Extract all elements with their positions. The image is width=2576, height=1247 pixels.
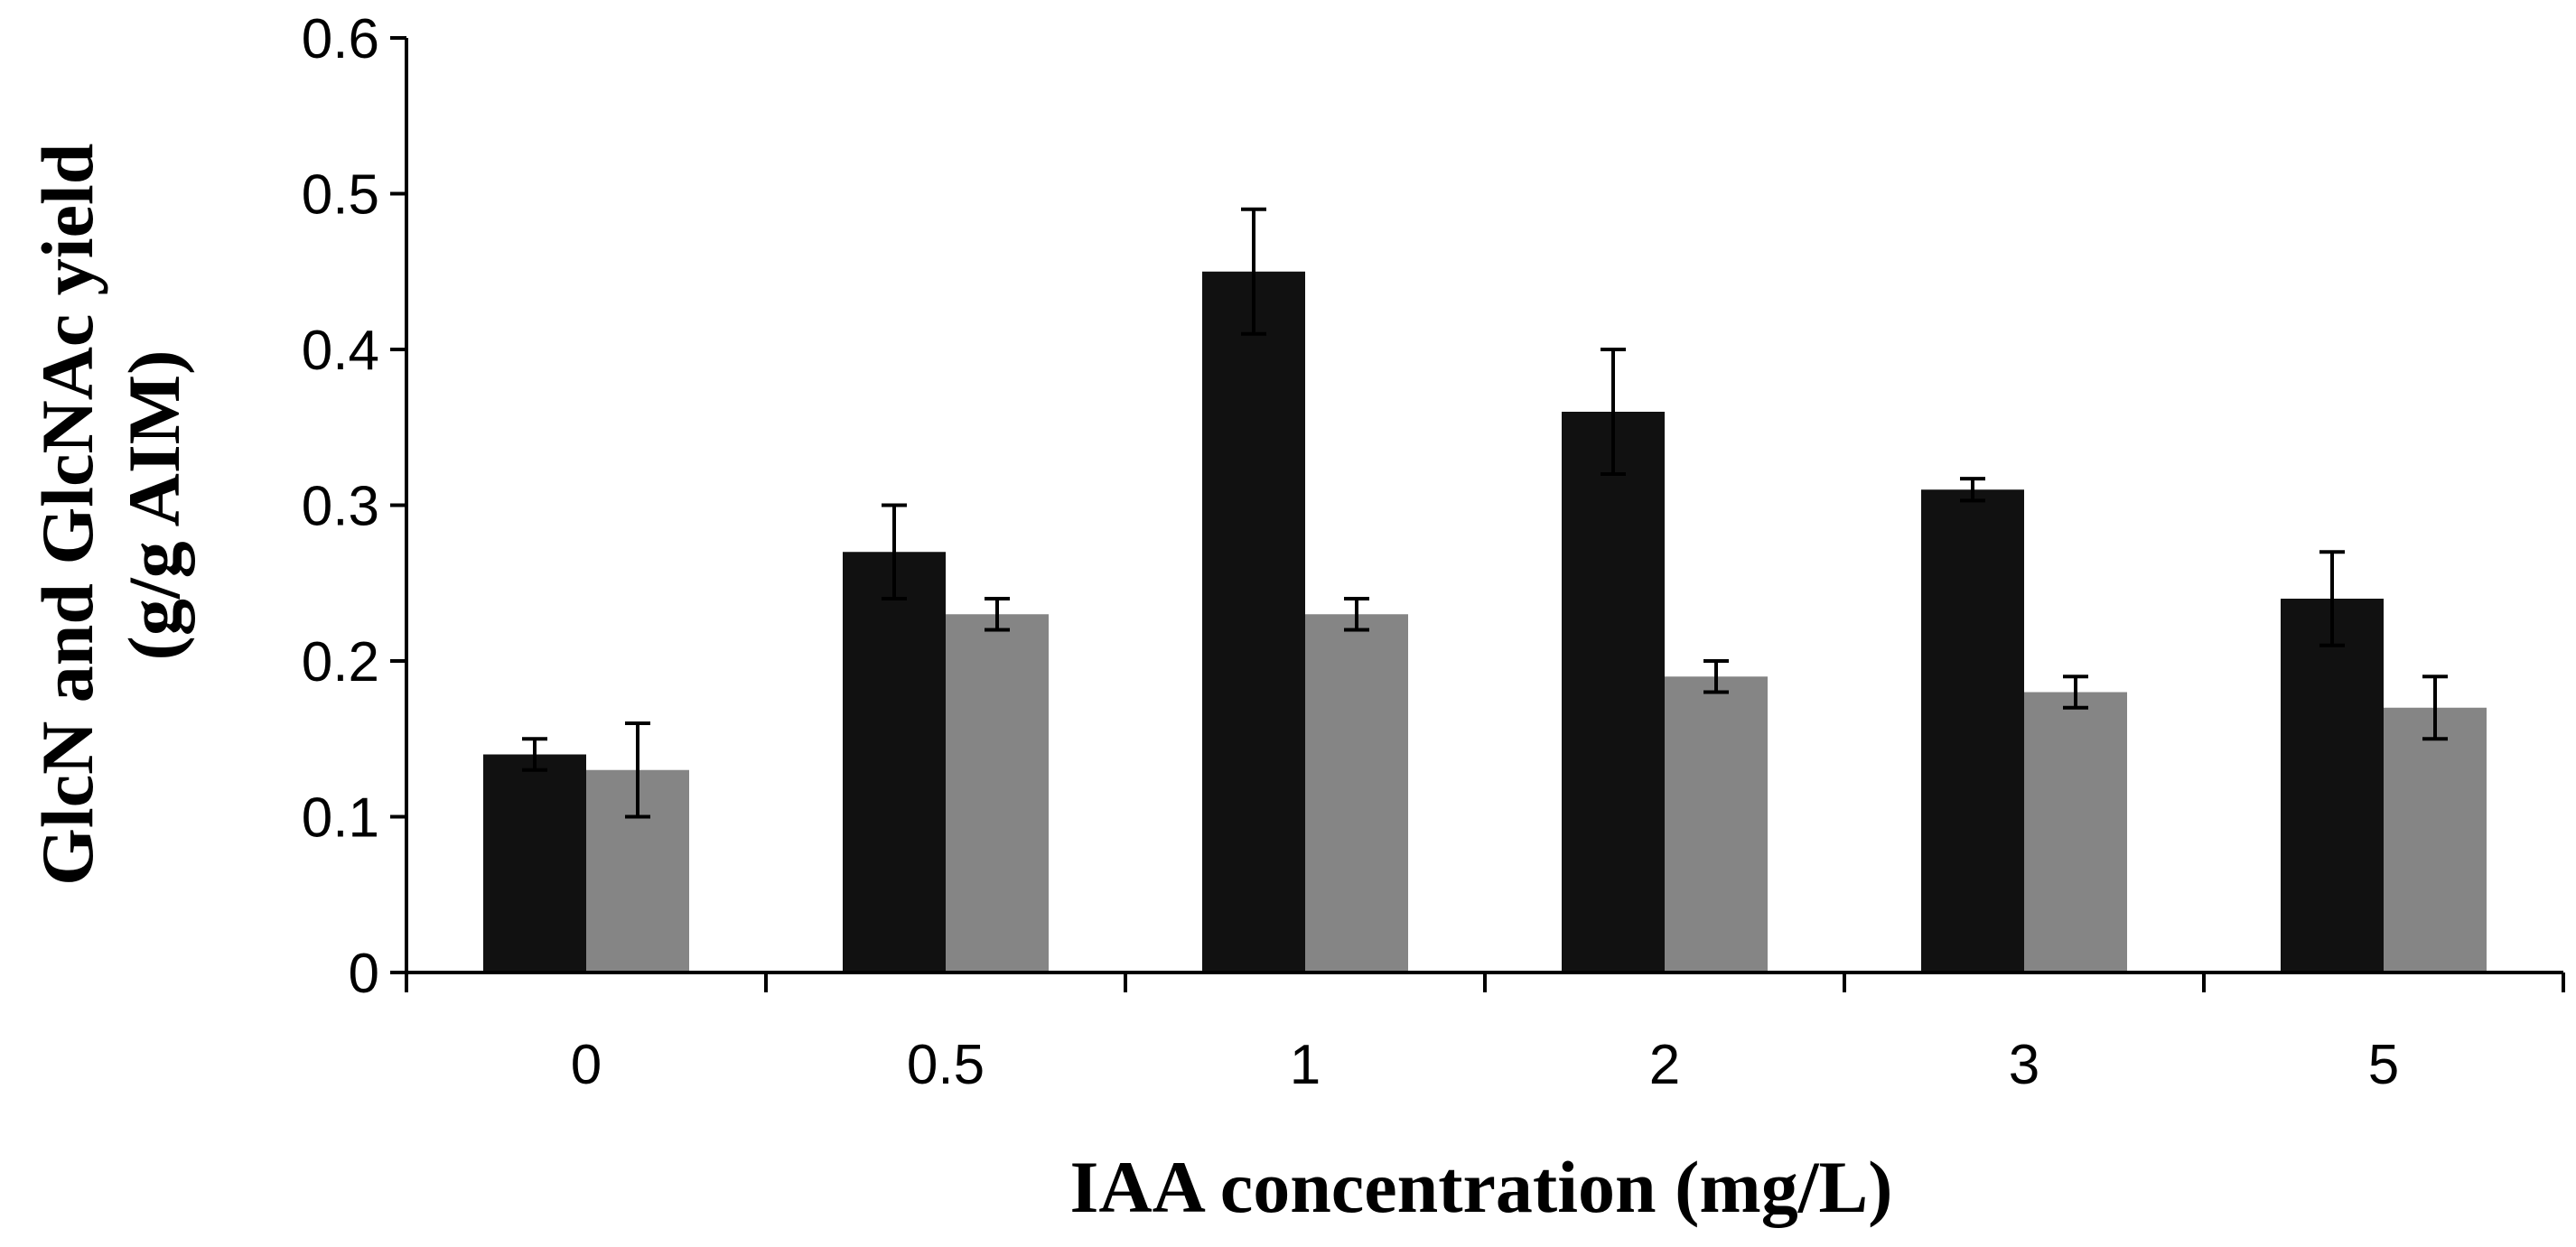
y-tick-label-0.1: 0.1 — [302, 787, 379, 850]
bar-glcnac-2 — [1665, 676, 1768, 972]
error-bar-glcn-5 — [2319, 550, 2345, 647]
error-bar-glcnac-0.5 — [985, 597, 1010, 632]
bar-glcn-0 — [483, 754, 586, 972]
y-tick-label-0.4: 0.4 — [302, 320, 379, 382]
y-axis-title-line-2: (g/g AIM) — [113, 350, 195, 661]
bar-glcn-1 — [1202, 271, 1305, 972]
error-bar-glcnac-2 — [1703, 659, 1729, 694]
axes-layer — [390, 36, 2565, 992]
x-tick-label-0.5: 0.5 — [907, 1034, 985, 1096]
bars-layer — [483, 271, 2487, 972]
error-bar-glcn-3 — [1960, 477, 1985, 503]
x-tick-label-0: 0 — [571, 1034, 602, 1096]
x-tick-label-3: 3 — [2009, 1034, 2039, 1096]
error-bar-glcnac-0 — [625, 721, 650, 819]
bar-glcnac-5 — [2384, 707, 2487, 972]
bar-glcn-3 — [1921, 489, 2024, 972]
x-tick-label-1: 1 — [1290, 1034, 1321, 1096]
error-bar-glcn-0.5 — [882, 503, 907, 600]
y-tick-label-0.5: 0.5 — [302, 164, 379, 227]
bar-glcn-0.5 — [843, 552, 946, 972]
y-tick-label-0.6: 0.6 — [302, 8, 379, 70]
labels-layer: 0 0.1 0.2 0.3 0.4 0.5 0.6 0 0.5 1 2 3 5 — [302, 8, 2399, 1096]
y-tick-label-0.3: 0.3 — [302, 476, 379, 538]
y-tick-label-0.2: 0.2 — [302, 631, 379, 693]
bar-glcnac-1 — [1305, 614, 1408, 972]
error-bar-glcn-2 — [1601, 348, 1626, 476]
error-bar-glcnac-1 — [1344, 597, 1369, 632]
y-axis-title-line-1: GlcN and GlcNAc yield — [26, 144, 108, 886]
bar-glcnac-3 — [2024, 692, 2127, 972]
error-bar-glcn-0 — [522, 737, 547, 772]
x-tick-label-5: 5 — [2368, 1034, 2399, 1096]
error-bars-layer — [522, 207, 2448, 819]
y-axis-title: GlcN and GlcNAc yield (g/g AIM) — [26, 125, 195, 886]
x-axis-title: IAA concentration (mg/L) — [1069, 1146, 1892, 1228]
error-bar-glcnac-5 — [2422, 675, 2448, 741]
y-tick-label-0: 0 — [349, 943, 379, 1005]
bar-glcnac-0.5 — [946, 614, 1049, 972]
bar-glcn-5 — [2281, 599, 2384, 972]
error-bar-glcnac-3 — [2063, 675, 2088, 710]
bar-glcn-2 — [1562, 412, 1665, 972]
x-tick-label-2: 2 — [1649, 1034, 1680, 1096]
error-bar-glcn-1 — [1241, 207, 1266, 336]
